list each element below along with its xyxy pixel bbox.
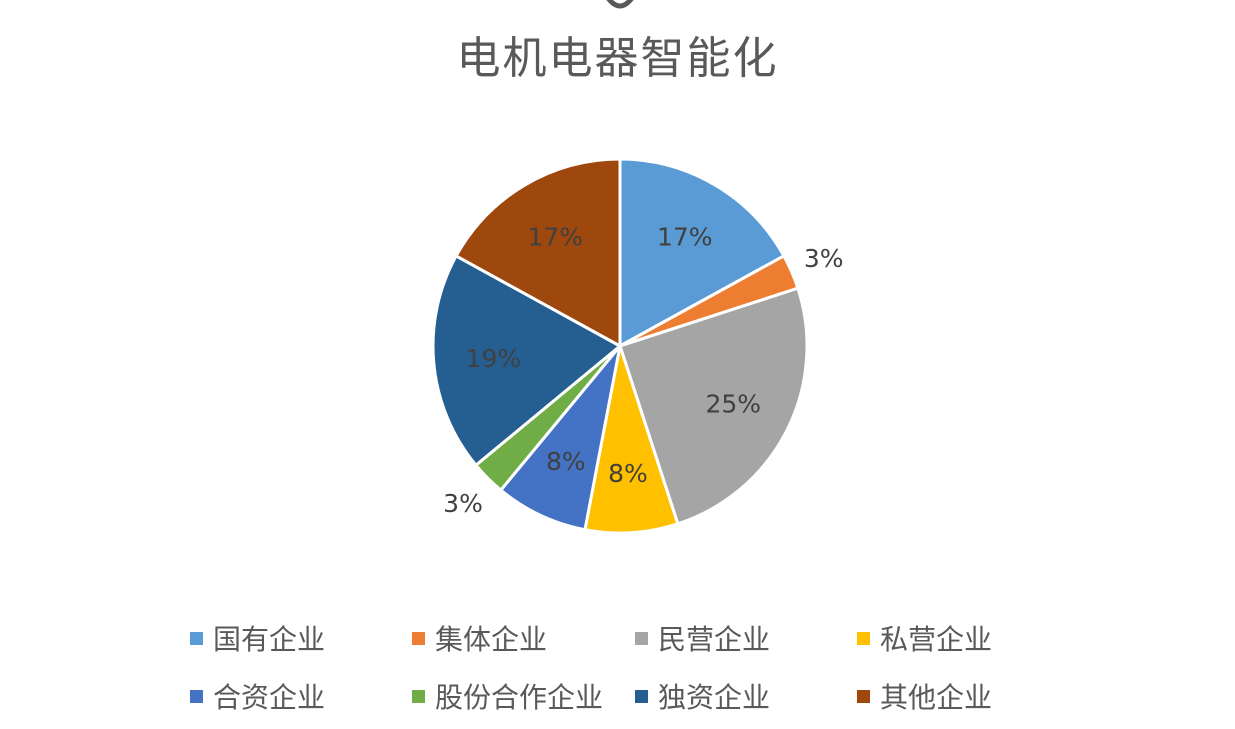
legend-label: 独资企业	[658, 681, 771, 714]
data-label-0: 17%	[657, 223, 713, 252]
legend-swatch	[190, 689, 203, 703]
pie-slice-2	[618, 286, 809, 526]
data-label-3: 8%	[608, 459, 648, 488]
legend-item: 私营企业	[857, 618, 992, 658]
legend-label: 私营企业	[880, 623, 993, 656]
legend-item: 集体企业	[412, 618, 547, 658]
data-label-4: 8%	[546, 447, 586, 476]
legend-label: 集体企业	[435, 623, 548, 656]
legend-item: 合资企业	[190, 676, 325, 716]
legend-label: 合资企业	[213, 681, 326, 714]
data-label-6: 19%	[466, 344, 522, 373]
legend-label: 其他企业	[880, 681, 993, 714]
legend-label: 股份合作企业	[435, 681, 604, 714]
data-label-1: 3%	[804, 244, 844, 273]
legend-swatch	[635, 631, 648, 645]
pie-slice-7	[454, 157, 622, 349]
cropped-glyph	[606, 0, 634, 9]
pie-slice-4	[498, 345, 622, 532]
legend-label: 国有企业	[213, 623, 326, 656]
data-label-5: 3%	[443, 489, 483, 518]
legend-item: 其他企业	[857, 676, 992, 716]
pie-slice-3	[583, 345, 680, 535]
pie-slice-0	[618, 157, 786, 349]
legend-swatch	[635, 689, 648, 703]
chart-title: 电机电器智能化	[456, 33, 779, 84]
data-label-2: 25%	[706, 390, 762, 419]
legend-item: 国有企业	[190, 618, 325, 658]
data-label-7: 17%	[527, 223, 583, 252]
legend-item: 民营企业	[635, 618, 770, 658]
legend-item: 独资企业	[635, 676, 770, 716]
legend-item: 股份合作企业	[412, 676, 603, 716]
pie-slice-6	[431, 253, 623, 468]
legend-swatch	[412, 689, 425, 703]
legend-swatch	[857, 631, 870, 645]
legend-label: 民营企业	[658, 623, 771, 656]
legend-swatch	[857, 689, 870, 703]
legend-swatch	[412, 631, 425, 645]
legend-swatch	[190, 631, 203, 645]
